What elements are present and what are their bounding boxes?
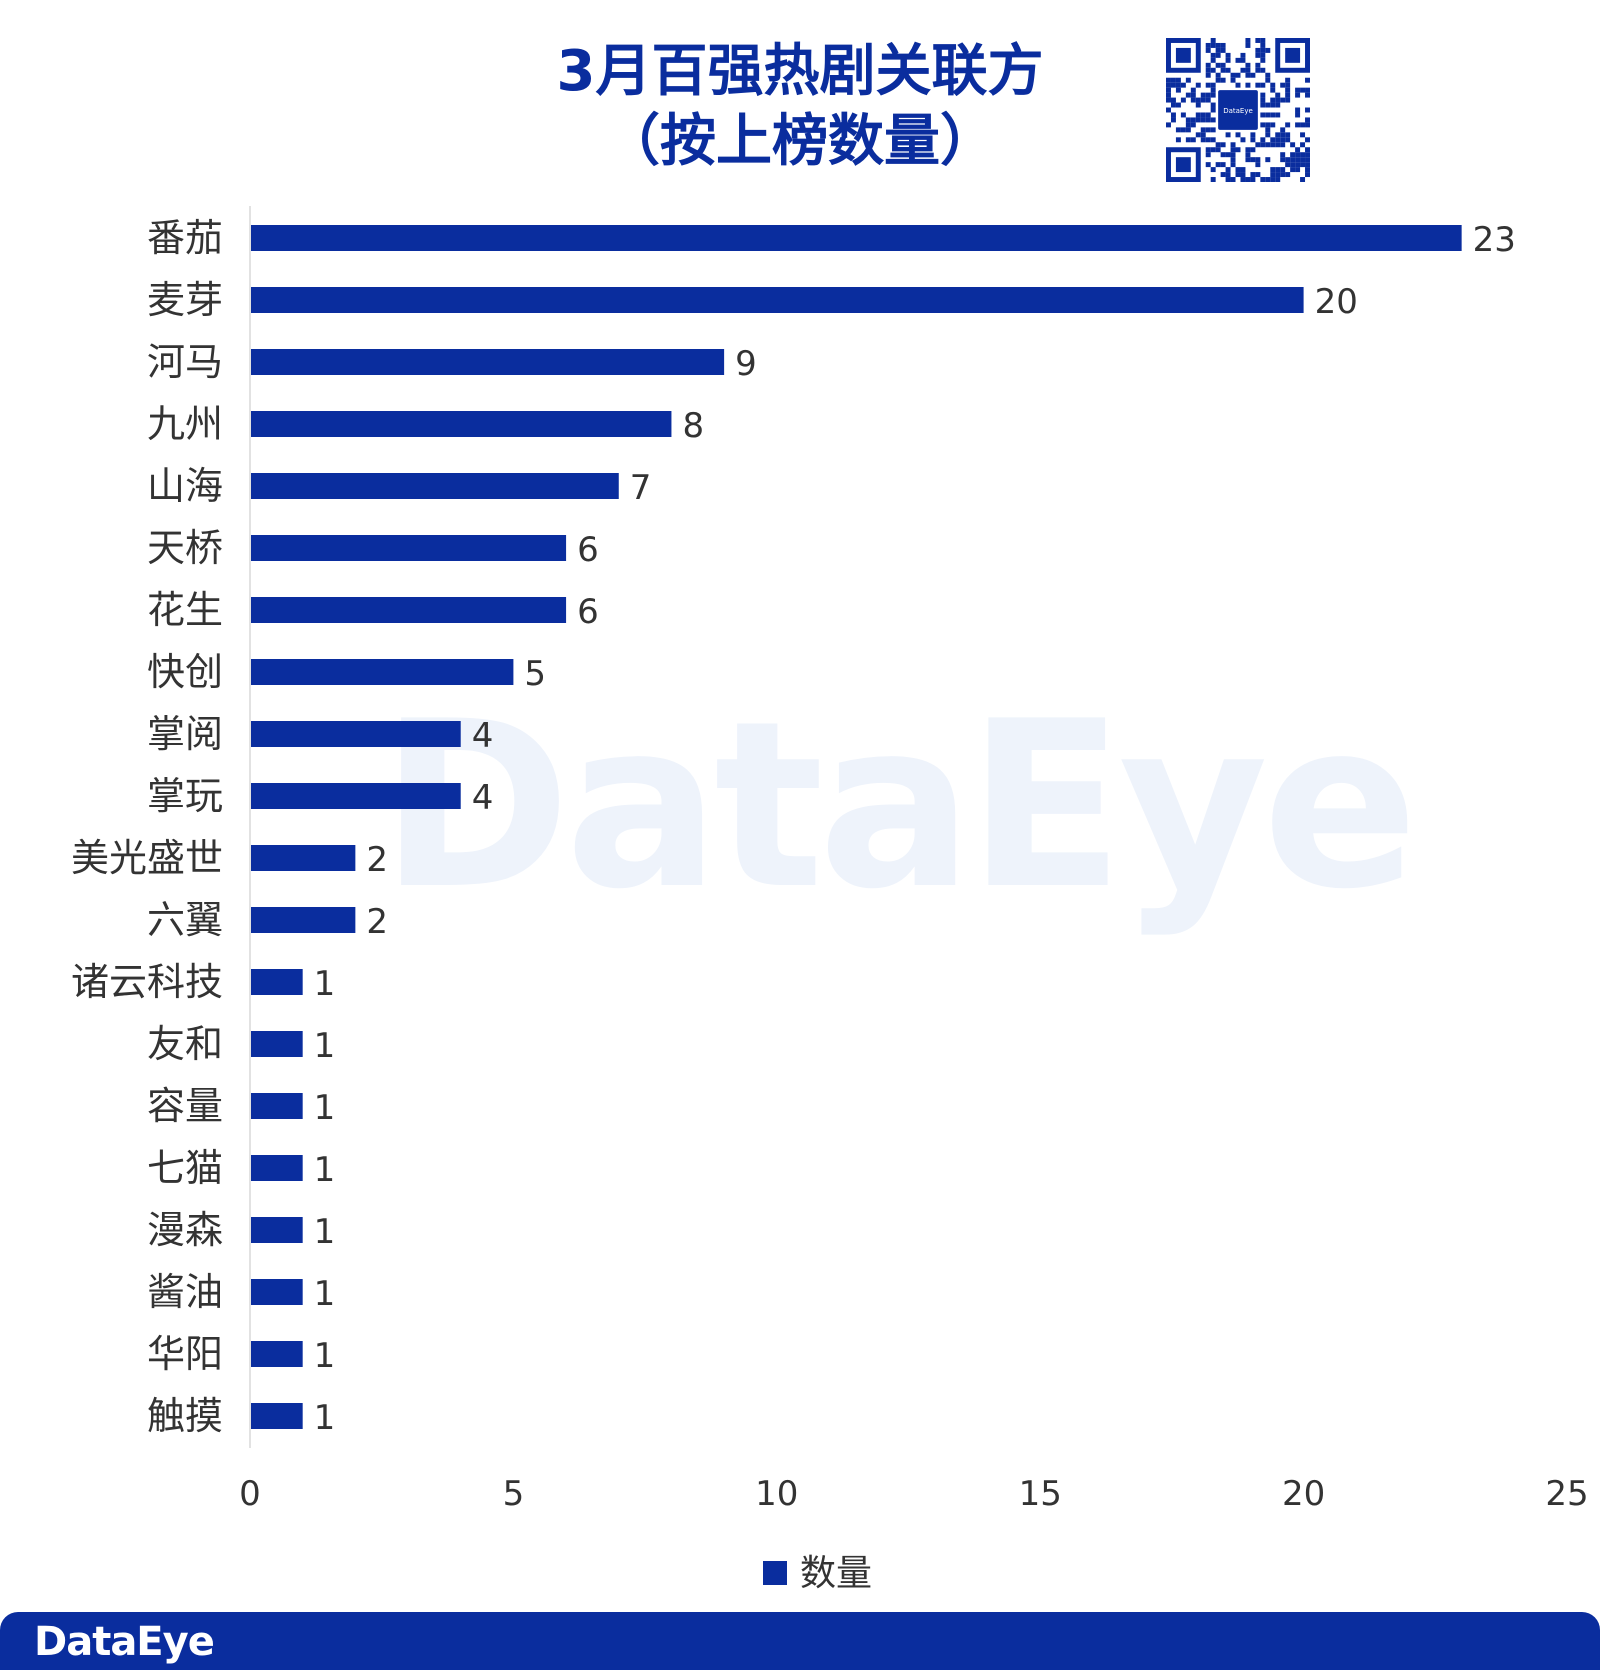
footer-logo: DataEye (34, 1619, 215, 1665)
bar (251, 1155, 303, 1181)
data-label: 2 (366, 840, 388, 880)
category-label: 华阳 (147, 1332, 223, 1376)
bar (251, 845, 356, 871)
bar (251, 1279, 303, 1305)
category-label: 诸云科技 (71, 960, 223, 1004)
category-label: 漫森 (147, 1208, 223, 1252)
bar (251, 907, 356, 933)
data-label: 1 (314, 1212, 336, 1252)
data-label: 1 (314, 1398, 336, 1438)
data-label: 4 (472, 716, 494, 756)
legend-swatch (763, 1561, 787, 1585)
bar (251, 1341, 303, 1367)
category-label: 花生 (147, 588, 223, 632)
x-tick-label: 5 (503, 1474, 525, 1514)
category-label: 酱油 (147, 1270, 223, 1314)
x-tick-label: 25 (1545, 1474, 1588, 1514)
bar (251, 969, 303, 995)
category-label: 容量 (147, 1084, 223, 1128)
bar (251, 1093, 303, 1119)
qr-code-icon: DataEye (1166, 38, 1310, 182)
data-label: 5 (524, 654, 546, 694)
category-label: 麦芽 (147, 278, 223, 322)
x-tick-label: 20 (1282, 1474, 1325, 1514)
category-label: 美光盛世 (71, 836, 223, 880)
x-tick-label: 0 (239, 1474, 261, 1514)
category-label: 河马 (147, 340, 223, 384)
bar (251, 225, 1462, 251)
category-label: 山海 (147, 464, 223, 508)
data-label: 2 (366, 902, 388, 942)
category-label: 七猫 (147, 1146, 223, 1190)
bar (251, 721, 461, 747)
data-label: 6 (577, 592, 599, 632)
data-label: 20 (1315, 282, 1358, 322)
bar (251, 535, 567, 561)
legend-label: 数量 (800, 1553, 872, 1594)
data-label: 4 (472, 778, 494, 818)
bar (251, 411, 672, 437)
category-label: 天桥 (147, 526, 223, 570)
chart-title: 3月百强热剧关联方 (556, 39, 1044, 104)
data-label: 6 (577, 530, 599, 570)
data-label: 1 (314, 1026, 336, 1066)
data-label: 1 (314, 1150, 336, 1190)
watermark-text: DataEye (380, 673, 1412, 940)
category-label: 友和 (147, 1022, 223, 1066)
bar (251, 1217, 303, 1243)
bar (251, 1031, 303, 1057)
bar (251, 783, 461, 809)
data-label: 8 (682, 406, 704, 446)
category-label: 触摸 (147, 1394, 223, 1438)
qr-center-text: DataEye (1223, 107, 1253, 115)
bar (251, 597, 567, 623)
x-tick-label: 10 (755, 1474, 798, 1514)
category-label: 九州 (147, 402, 223, 446)
bar (251, 473, 619, 499)
category-label: 快创 (147, 650, 223, 694)
category-label: 掌玩 (147, 774, 223, 818)
data-label: 9 (735, 344, 757, 384)
data-label: 1 (314, 964, 336, 1004)
bar (251, 659, 514, 685)
x-tick-label: 15 (1019, 1474, 1062, 1514)
data-label: 23 (1473, 220, 1516, 260)
chart-subtitle: （按上榜数量） (604, 109, 996, 174)
bar (251, 287, 1304, 313)
data-label: 7 (630, 468, 652, 508)
qr-center-badge (1218, 90, 1258, 130)
footer-bar: DataEye (0, 1612, 1600, 1670)
bar (251, 1403, 303, 1429)
data-label: 1 (314, 1336, 336, 1376)
category-label: 六翼 (147, 898, 223, 942)
category-label: 掌阅 (147, 712, 223, 756)
category-label: 番茄 (147, 216, 223, 260)
data-label: 1 (314, 1274, 336, 1314)
data-label: 1 (314, 1088, 336, 1128)
bar (251, 349, 725, 375)
